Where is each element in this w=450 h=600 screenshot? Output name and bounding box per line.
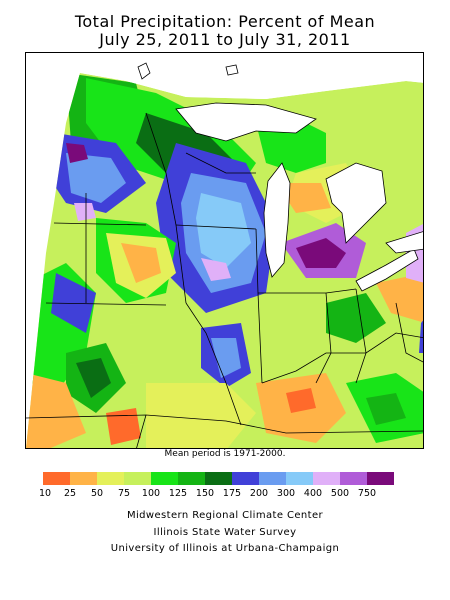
northern-white-area bbox=[80, 53, 423, 99]
zone-lavender-west bbox=[74, 203, 96, 221]
state-boundaries bbox=[26, 112, 423, 448]
zone-cornflower-illinois bbox=[211, 338, 241, 378]
zone-darkgreen-wv bbox=[366, 393, 406, 425]
credit-line3: University of Illinois at Urbana-Champai… bbox=[110, 543, 340, 554]
legend-swatch bbox=[286, 472, 313, 485]
zone-orange-sw bbox=[26, 373, 86, 448]
zone-red-south bbox=[106, 408, 141, 445]
legend-tick-label: 750 bbox=[357, 488, 377, 499]
legend-tick-label: 300 bbox=[276, 488, 296, 499]
lake-erie bbox=[355, 248, 419, 292]
legend-tick-label: 75 bbox=[117, 488, 131, 499]
legend-swatch bbox=[340, 472, 367, 485]
legend-tick-label: 125 bbox=[168, 488, 188, 499]
zone-darkgreen-missouri bbox=[76, 358, 111, 398]
zone-green-ohio bbox=[326, 293, 386, 343]
precipitation-map bbox=[25, 52, 424, 449]
zone-cornflower-west bbox=[66, 153, 126, 203]
legend-tick-label: 50 bbox=[90, 488, 104, 499]
legend-swatch bbox=[151, 472, 178, 485]
zone-red-ky bbox=[286, 388, 316, 413]
legend-tick-label: 400 bbox=[303, 488, 323, 499]
legend-swatch bbox=[367, 472, 394, 485]
zone-blue-east-edge bbox=[419, 318, 423, 353]
legend-swatch bbox=[178, 472, 205, 485]
credit-line2: Illinois State Water Survey bbox=[153, 527, 297, 538]
legend-swatch bbox=[232, 472, 259, 485]
mean-period-note: Mean period is 1971-2000. bbox=[164, 449, 286, 459]
zone-orange-pa bbox=[376, 273, 423, 323]
legend-swatch bbox=[124, 472, 151, 485]
zone-yellow-south bbox=[146, 383, 256, 448]
map-title-line1: Total Precipitation: Percent of Mean bbox=[74, 12, 376, 31]
legend-tick-label: 175 bbox=[222, 488, 242, 499]
legend-swatch bbox=[43, 472, 70, 485]
legend-tick-label: 500 bbox=[330, 488, 350, 499]
lake-michigan bbox=[263, 162, 291, 278]
legend-tick-label: 10 bbox=[38, 488, 52, 499]
legend-swatch bbox=[259, 472, 286, 485]
zone-lightblue-central bbox=[196, 193, 251, 268]
legend-swatch bbox=[70, 472, 97, 485]
legend-tick-label: 25 bbox=[63, 488, 77, 499]
island-shape bbox=[225, 64, 239, 76]
legend-tick-label: 200 bbox=[249, 488, 269, 499]
legend-swatch bbox=[313, 472, 340, 485]
map-title-line2: July 25, 2011 to July 31, 2011 bbox=[99, 30, 351, 49]
legend-swatch bbox=[97, 472, 124, 485]
zone-purple-nw bbox=[66, 143, 88, 163]
legend-swatch bbox=[205, 472, 232, 485]
zone-blue-sw bbox=[51, 273, 96, 333]
credit-line1: Midwestern Regional Climate Center bbox=[126, 510, 324, 521]
lake-huron bbox=[325, 162, 387, 244]
zone-orange-iowa bbox=[121, 243, 161, 283]
legend-tick-label: 150 bbox=[195, 488, 215, 499]
zone-lavender-central bbox=[201, 258, 231, 281]
island-shape bbox=[137, 62, 151, 80]
zone-darkpurple-mi bbox=[296, 238, 346, 268]
lake-superior bbox=[175, 102, 317, 142]
legend-tick-label: 100 bbox=[141, 488, 161, 499]
lake-ontario bbox=[385, 231, 423, 254]
precipitation-map-svg bbox=[26, 53, 423, 448]
